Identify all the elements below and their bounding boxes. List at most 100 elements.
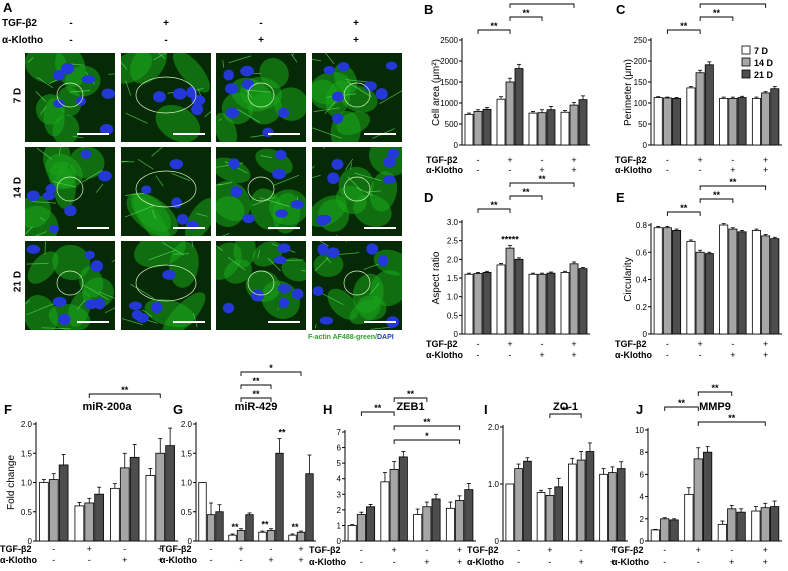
bar-b-g4-s2 [569,104,579,146]
stain-caption-sep: / [375,334,377,341]
row-label-tgf: TGF-β2 [2,18,37,29]
cond-tgf-j: - [663,545,666,555]
y-tick-label-c: 250 [634,36,648,45]
sig-bracket-h [393,425,461,430]
sig-bracket-f [88,393,161,398]
bar-f-g4-s1 [145,475,156,542]
sig-label-g: ** [252,389,260,399]
inner-stars-d: ***** [501,235,519,245]
micrograph-r2-c2 [121,147,211,236]
y-tick-label-j: 2 [640,515,645,524]
cond-klotho-c: + [730,165,735,175]
sig-bracket-e [699,185,767,190]
panel-label-i: I [484,402,488,417]
cond-tgf-c: - [666,155,669,165]
cond-tgf-b: + [571,155,576,165]
sig-bracket-j [697,421,766,426]
cond-name-klotho-h: α-Klotho [309,557,347,567]
cond-tgf-e: + [697,339,702,349]
y-tick-label-d: 2.5 [447,237,459,246]
bar-f-g1-s3 [58,464,69,542]
bar-e-g4-s2 [761,235,771,335]
y-tick-label-b: 0 [454,141,459,150]
cond-name-tgf-b: TGF-β2 [426,155,458,165]
cond-klotho-g: + [298,555,303,565]
cond-name-tgf-d: TGF-β2 [426,339,458,349]
bar-d-g4-s2 [569,263,579,335]
scale-bar [77,133,109,135]
micrograph-r3-c1 [25,241,115,330]
y-tick-label-h: 2 [337,506,342,515]
bar-h-g3-s2 [422,506,432,542]
bar-b-g4-s3 [578,99,588,146]
cond-name-klotho-e: α-Klotho [615,350,653,360]
y-tick-label-h: 1 [337,521,342,530]
y-tick-label-g: 1.0 [181,479,193,488]
bar-star-g: ** [291,522,299,532]
cond-name-tgf-j: TGF-β2 [612,545,644,555]
sig-label-c: ** [713,8,721,18]
sig-label-d: ** [522,187,530,197]
bar-c-g2-s2 [695,72,705,146]
chart-title-f: miR-200a [83,401,133,413]
sig-label-c: ** [729,0,737,5]
tgf-sign-2: + [163,18,169,29]
cond-klotho-f: - [52,555,55,565]
sig-label-e: ** [729,177,737,187]
scale-bar [364,227,396,229]
cond-klotho-h: - [393,557,396,567]
bar-i-g3-s1 [568,463,577,542]
bar-j-g1-s2 [660,518,670,542]
bar-j-g3-s2 [727,508,737,542]
scale-bar [77,227,109,229]
bar-f-g3-s2 [119,467,130,542]
cond-klotho-h: + [424,557,429,567]
bar-i-g2-s3 [554,486,563,542]
micrograph-r1-c2 [121,53,211,142]
y-tick-label-d: 2.0 [447,255,459,264]
y-tick-label-e: 0.6 [636,248,648,257]
y-axis-label-b: Cell area (μm²) [431,59,442,126]
y-tick-label-e: 0.2 [636,303,648,312]
panel-label-j: J [636,402,643,417]
bar-h-g1-s1 [347,525,357,542]
scale-bar [268,321,300,323]
cond-klotho-d: + [571,350,576,360]
y-axis-label-e: Circularity [623,257,634,301]
cond-name-klotho-g: α-Klotho [160,555,198,565]
bar-c-g1-s1 [653,97,663,146]
y-tick-label-i: 2.0 [488,423,500,432]
cond-tgf-h: - [425,545,428,555]
cond-klotho-e: + [730,350,735,360]
cond-tgf-d: - [477,339,480,349]
y-tick-label-h: 3 [337,490,342,499]
micrograph-r3-c4 [312,241,402,330]
cond-klotho-e: + [763,350,768,360]
cond-name-tgf-e: TGF-β2 [615,339,647,349]
sig-label-e: ** [680,203,688,213]
sig-bracket-h [360,411,395,416]
cond-tgf-h: - [360,545,363,555]
cond-tgf-f: - [123,544,126,554]
y-tick-label-b: 2000 [440,57,458,66]
y-tick-label-g: 1.5 [181,449,193,458]
bar-star-g: ** [231,522,239,532]
panel-label-h: H [323,402,332,417]
cond-klotho-j: - [697,557,700,567]
sig-label-b: ** [490,21,498,31]
cond-klotho-c: + [763,165,768,175]
bar-c-g3-s3 [737,97,747,146]
cond-tgf-h: + [391,545,396,555]
bar-b-g3-s1 [528,112,538,146]
cond-tgf-g: + [298,544,303,554]
bar-g-g4-s2 [296,531,306,542]
klotho-sign-4: + [353,35,359,46]
bar-d-g3-s3 [546,272,556,335]
bar-b-g1-s1 [464,113,474,146]
y-tick-label-f: 1.5 [21,449,33,458]
sig-bracket-h [393,439,461,444]
cond-klotho-b: - [509,165,512,175]
bar-c-g2-s3 [704,64,714,146]
bar-f-g3-s3 [129,456,140,542]
top-star-g: ** [278,428,286,438]
